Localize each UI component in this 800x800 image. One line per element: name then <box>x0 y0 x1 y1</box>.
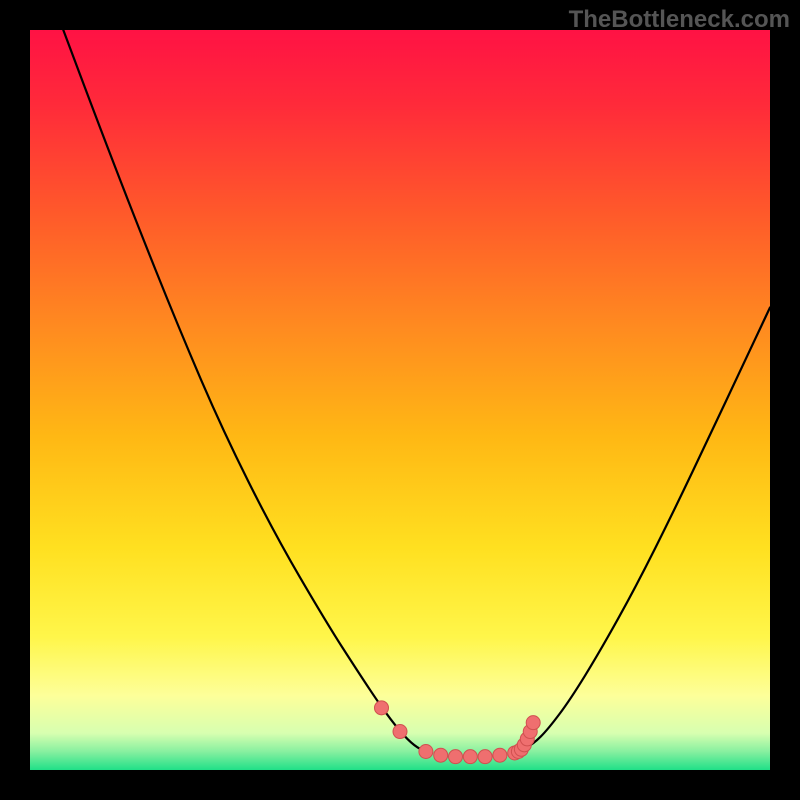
chart-frame: TheBottleneck.com <box>0 0 800 800</box>
bottleneck-chart <box>0 0 800 800</box>
watermark-text: TheBottleneck.com <box>569 6 790 34</box>
